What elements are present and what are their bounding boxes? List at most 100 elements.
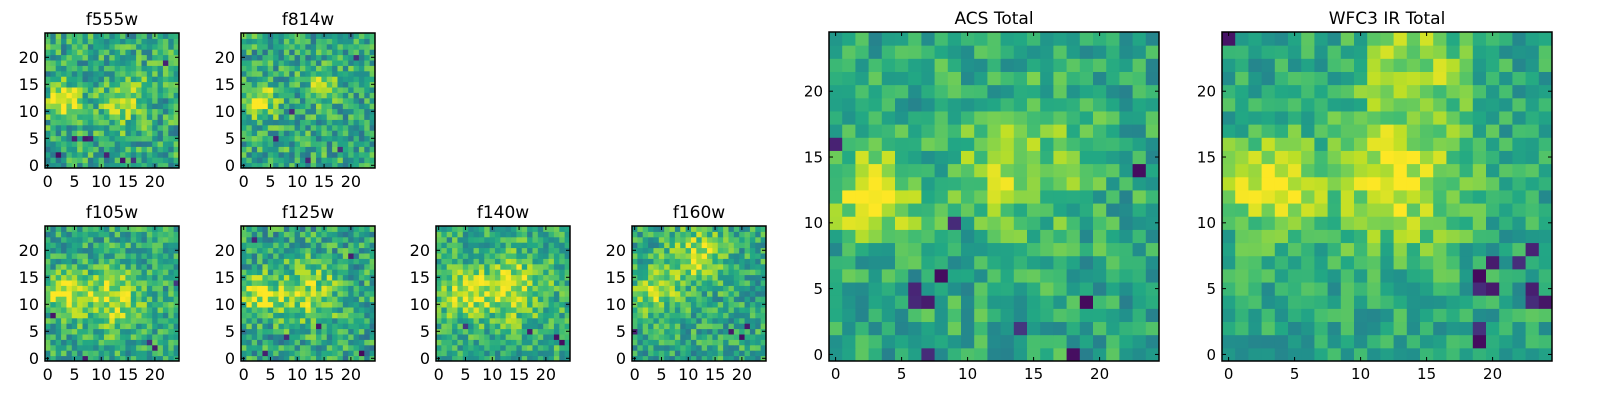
heatmap-cell (262, 114, 269, 120)
heatmap-cell (749, 231, 756, 238)
heatmap-cell (987, 163, 1002, 178)
heatmap-cell (136, 135, 142, 142)
heatmap-cell (337, 157, 344, 164)
heatmap-cell (728, 231, 735, 238)
heatmap-cell (1486, 347, 1500, 362)
heatmap-cell (173, 130, 180, 137)
heatmap-cell (299, 274, 306, 281)
heatmap-cell (1013, 124, 1028, 138)
heatmap-cell (974, 124, 988, 138)
heatmap-cell (1367, 150, 1381, 165)
heatmap-cell (1538, 229, 1553, 244)
heatmap-cell (462, 274, 469, 281)
heatmap-cell (125, 323, 132, 330)
heatmap-cell (251, 60, 258, 66)
heatmap-cell (348, 253, 355, 259)
heatmap-cell (262, 151, 269, 158)
heatmap-cell (1066, 334, 1081, 349)
y-tick-label: 15 (215, 75, 235, 94)
heatmap-cell (1119, 203, 1134, 217)
heatmap-cell (146, 296, 153, 303)
heatmap-cell (369, 103, 376, 110)
heatmap-cell (369, 38, 376, 45)
heatmap-cell (337, 141, 344, 147)
heatmap-cell (289, 124, 296, 131)
heatmap-cell (1040, 189, 1054, 204)
heatmap-cell (707, 253, 713, 259)
heatmap-cell (1486, 176, 1500, 191)
heatmap-cell (1119, 216, 1134, 230)
heatmap-cell (353, 114, 360, 120)
heatmap-cell (45, 280, 51, 286)
heatmap-cell (521, 323, 528, 330)
heatmap-cell (1420, 229, 1434, 244)
heatmap-cell (342, 328, 349, 335)
heatmap-cell (332, 274, 338, 281)
heatmap-cell (974, 216, 988, 230)
heatmap-cell (241, 97, 247, 104)
heatmap-cell (267, 269, 274, 276)
heatmap-cell (305, 307, 312, 313)
heatmap-cell (1499, 242, 1513, 257)
heatmap-cell (1538, 334, 1553, 349)
heatmap-cell (120, 317, 126, 324)
heatmap-cell (348, 258, 355, 265)
heatmap-cell (267, 236, 274, 243)
heatmap-cell (559, 350, 566, 357)
heatmap-cell (1472, 295, 1487, 309)
heatmap-cell (908, 334, 922, 349)
heatmap-cell (299, 339, 306, 346)
heatmap-cell (93, 76, 100, 83)
heatmap-cell (168, 253, 175, 259)
heatmap-cell (251, 141, 258, 147)
heatmap-cell (829, 308, 843, 323)
heatmap-cell (353, 296, 360, 303)
heatmap-cell (1538, 189, 1553, 204)
heatmap-cell (1235, 308, 1249, 323)
heatmap-cell (157, 87, 164, 93)
heatmap-cell (50, 355, 57, 362)
heatmap-cell (87, 226, 94, 232)
heatmap-cell (1538, 321, 1553, 336)
heatmap-cell (82, 280, 89, 286)
heatmap-cell (141, 114, 148, 120)
heatmap-cell (369, 344, 376, 351)
heatmap-cell (152, 81, 159, 88)
heatmap-cell (251, 242, 258, 249)
heatmap-cell (364, 290, 371, 297)
heatmap-cell (1433, 203, 1447, 217)
heatmap-cell (316, 269, 322, 276)
heatmap-cell (1093, 176, 1107, 191)
heatmap-cell (289, 108, 296, 115)
heatmap-cell (436, 269, 442, 276)
heatmap-cell (289, 135, 296, 142)
heatmap-cell (478, 274, 485, 281)
heatmap-cell (262, 157, 269, 164)
heatmap-cell (500, 274, 507, 281)
heatmap-cell (553, 312, 560, 319)
heatmap-cell (369, 285, 376, 292)
heatmap-cell (1354, 295, 1368, 309)
heatmap-cell (974, 97, 988, 112)
heatmap-cell (723, 226, 729, 232)
heatmap-cell (1261, 308, 1276, 323)
heatmap-cell (881, 295, 896, 309)
heatmap-cell (1512, 242, 1527, 257)
heatmap-cell (548, 231, 555, 238)
heatmap-cell (685, 296, 692, 303)
heatmap-cell (273, 269, 280, 276)
heatmap-cell (637, 247, 644, 254)
heatmap-cell (1327, 242, 1342, 257)
heatmap-cell (283, 344, 290, 351)
heatmap-cell (701, 236, 708, 243)
heatmap-cell (974, 84, 988, 99)
heatmap-cell (1053, 176, 1068, 191)
heatmap-cell (974, 203, 988, 217)
heatmap-cell (648, 344, 654, 351)
heatmap-cell (1499, 203, 1513, 217)
heatmap-cell (262, 97, 269, 104)
heatmap-cell (353, 258, 360, 265)
heatmap-cell (103, 146, 110, 153)
heatmap-cell (457, 231, 464, 238)
heatmap-cell (436, 236, 442, 243)
